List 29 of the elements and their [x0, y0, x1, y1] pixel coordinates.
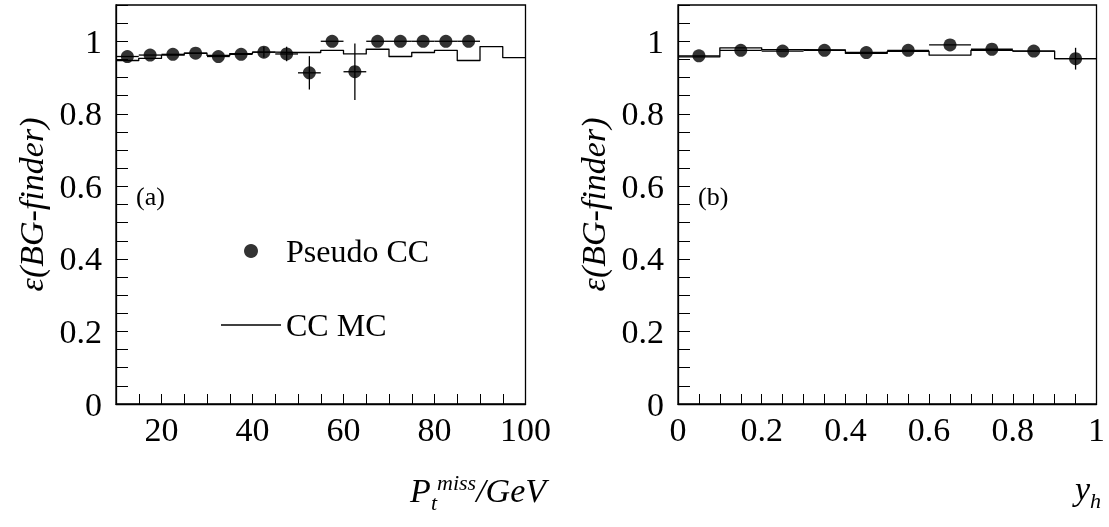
- y-tick-label: 1: [647, 22, 664, 60]
- x-axis-title: y$_{h}$: [1074, 470, 1101, 514]
- annotation: (b): [698, 181, 729, 211]
- y-tick-label: 0.4: [621, 240, 664, 278]
- legend-label: Pseudo CC: [286, 233, 430, 269]
- x-tick-label: 60: [326, 410, 361, 448]
- legend-label: CC MC: [286, 307, 387, 343]
- y-tick-label: 0.6: [59, 167, 102, 205]
- x-tick-label: 0.8: [991, 410, 1035, 448]
- x-tick-label: 40: [235, 410, 270, 448]
- y-tick-label: 0.4: [59, 240, 102, 278]
- x-tick-label: 80: [417, 410, 452, 448]
- y-axis-title: ε(BG-finder): [575, 117, 614, 292]
- y-axis-title: ε(BG-finder): [13, 117, 52, 292]
- annotation: (a): [136, 181, 165, 211]
- y-tick-label: 0.2: [59, 312, 102, 350]
- y-tick-label: 1: [85, 22, 102, 60]
- x-tick-label: 0.2: [740, 410, 783, 448]
- y-tick-label: 0.6: [621, 167, 664, 205]
- y-tick-label: 0.8: [621, 95, 664, 133]
- x-tick-label: 20: [144, 410, 179, 448]
- y-tick-label: 0: [85, 385, 102, 423]
- y-tick-label: 0: [647, 385, 664, 423]
- x-tick-label: 100: [500, 410, 551, 448]
- y-tick-label: 0.8: [59, 95, 102, 133]
- y-tick-label: 0.2: [621, 312, 664, 350]
- x-tick-label: 1: [1088, 410, 1105, 448]
- x-tick-label: 0.6: [907, 410, 951, 448]
- x-tick-label: 0.4: [824, 410, 867, 448]
